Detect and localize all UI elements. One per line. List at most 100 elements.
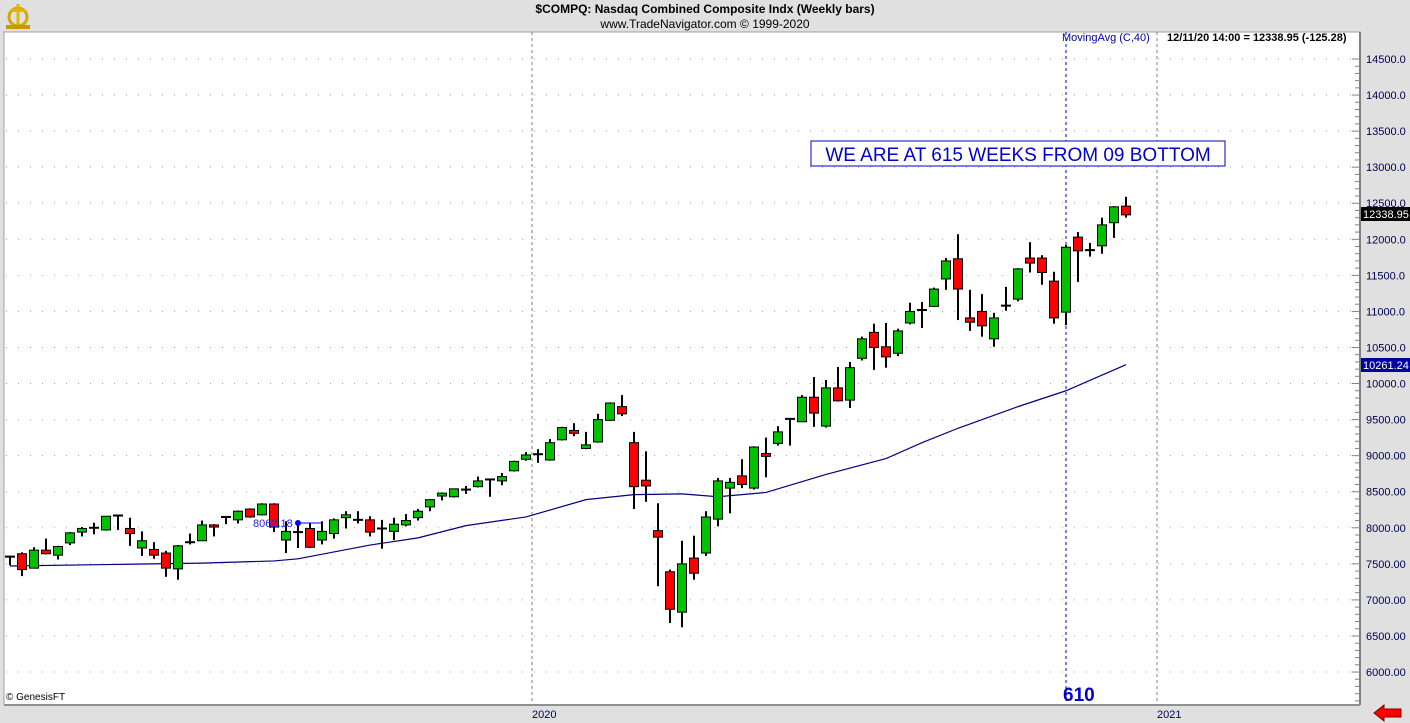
candle-body xyxy=(257,503,267,516)
candle-body xyxy=(545,442,555,461)
candle xyxy=(785,417,795,446)
candle xyxy=(1025,242,1035,273)
y-tick-label: 6000.00 xyxy=(1366,667,1406,679)
candle xyxy=(941,258,951,290)
candle-body xyxy=(641,479,651,487)
candle-body xyxy=(521,454,531,460)
candle-body xyxy=(881,346,891,358)
footer-credit: © GenesisFT xyxy=(6,692,65,703)
last-close-tag-text: 12338.95 xyxy=(1363,209,1409,221)
high-marker-dot xyxy=(295,520,301,526)
candle-body xyxy=(1121,205,1131,216)
candle-body xyxy=(305,528,315,548)
x-tick-2020: 2020 xyxy=(532,709,556,721)
candle-body xyxy=(845,367,855,401)
candle xyxy=(29,547,39,569)
candle-body xyxy=(857,338,867,359)
candle xyxy=(257,503,267,516)
candle-body xyxy=(581,444,591,449)
candle xyxy=(1061,245,1071,326)
candle xyxy=(1109,206,1119,238)
y-tick-label: 9000.00 xyxy=(1366,451,1406,463)
candle xyxy=(269,503,279,533)
candle xyxy=(1121,196,1131,218)
y-tick-label: 14500.0 xyxy=(1366,54,1406,66)
candle xyxy=(629,431,639,510)
candle xyxy=(101,515,111,531)
candle-body xyxy=(653,530,663,538)
candle xyxy=(1085,242,1095,257)
candle-body xyxy=(965,317,975,323)
candle xyxy=(665,569,675,623)
candle xyxy=(41,538,51,555)
y-tick-label: 11000.0 xyxy=(1366,306,1405,318)
candle-body xyxy=(149,548,159,556)
y-tick-label: 12000.0 xyxy=(1366,234,1406,246)
candle xyxy=(461,485,471,494)
candle-body xyxy=(317,530,327,541)
candle-body xyxy=(761,452,771,457)
y-tick-label: 8500.00 xyxy=(1366,487,1406,499)
candle-body xyxy=(281,530,291,541)
candle xyxy=(929,287,939,308)
candle xyxy=(113,514,123,530)
candle xyxy=(1049,271,1059,324)
candle-body xyxy=(449,488,459,498)
candle xyxy=(557,426,567,441)
candle-body xyxy=(329,519,339,535)
candle-body xyxy=(1025,257,1035,264)
candle xyxy=(377,519,387,549)
scroll-left-arrow-icon[interactable] xyxy=(1373,703,1402,723)
candle-body xyxy=(1013,268,1023,300)
candle xyxy=(725,478,735,514)
time-axis[interactable] xyxy=(0,705,1410,723)
candle xyxy=(185,533,195,545)
candle xyxy=(329,518,339,539)
candle-body xyxy=(749,446,759,489)
candle xyxy=(953,234,963,321)
candle-body xyxy=(41,549,51,555)
candle xyxy=(5,555,15,566)
candle-body xyxy=(809,396,819,414)
candle xyxy=(545,439,555,461)
candle xyxy=(989,312,999,347)
candle xyxy=(881,322,891,368)
candle xyxy=(581,431,591,450)
candle-body xyxy=(737,475,747,486)
candle xyxy=(845,361,855,409)
x-tick-2021: 2021 xyxy=(1157,709,1181,721)
candle xyxy=(533,449,543,463)
candle-body xyxy=(389,523,399,532)
high-marker-label: 8062.18 xyxy=(253,518,293,530)
candle xyxy=(1073,232,1083,282)
candle-body xyxy=(1109,206,1119,224)
candle-body xyxy=(269,503,279,528)
candle-body xyxy=(593,419,603,443)
candle xyxy=(161,550,171,577)
candle-body xyxy=(569,429,579,434)
candle xyxy=(701,511,711,556)
annotation-text: WE ARE AT 615 WEEKS FROM 09 BOTTOM xyxy=(825,145,1210,166)
candle xyxy=(125,517,135,546)
candle-body xyxy=(17,553,27,571)
candle-body xyxy=(437,492,447,497)
candle xyxy=(149,542,159,559)
y-tick-label: 13500.0 xyxy=(1366,126,1406,138)
price-axis-labels: 14500.014000.013500.013000.012500.012000… xyxy=(1352,54,1406,702)
candle xyxy=(797,395,807,423)
candle xyxy=(761,437,771,478)
ma-value-tag-text: 10261.24 xyxy=(1363,360,1409,372)
candle-body xyxy=(929,288,939,307)
candle-body xyxy=(797,396,807,423)
candle-body xyxy=(209,524,219,528)
candle xyxy=(905,302,915,325)
y-tick-label: 7500.00 xyxy=(1366,559,1406,571)
candle xyxy=(1037,255,1047,285)
candle xyxy=(137,531,147,556)
candle xyxy=(521,452,531,461)
candle xyxy=(449,488,459,498)
candle-body xyxy=(365,519,375,533)
candle xyxy=(233,510,243,524)
candle xyxy=(605,402,615,422)
candle-body xyxy=(137,540,147,549)
